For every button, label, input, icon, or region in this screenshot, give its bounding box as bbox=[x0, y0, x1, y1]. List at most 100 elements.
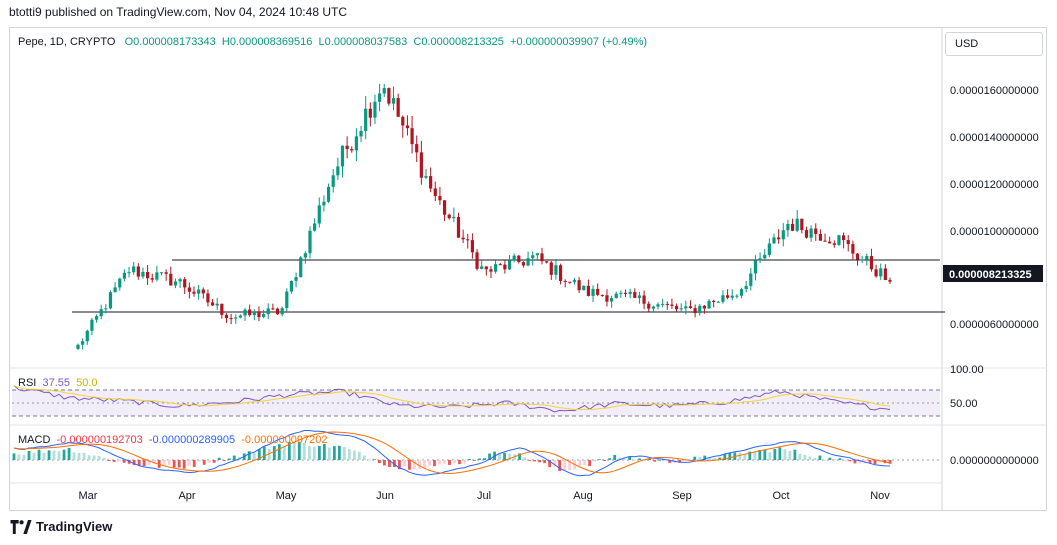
publisher-header: btotti9 published on TradingView.com, No… bbox=[9, 5, 347, 19]
macd-histogram-bar bbox=[418, 460, 421, 469]
macd-histogram-bar bbox=[633, 459, 637, 461]
macd-histogram-bar bbox=[763, 449, 767, 460]
macd-histogram-bar bbox=[102, 457, 106, 460]
candle-body bbox=[582, 285, 586, 291]
macd-histogram-bar bbox=[357, 451, 361, 460]
price-axis-label: 0.0000140000000 bbox=[950, 132, 1039, 144]
candle-body bbox=[888, 279, 892, 282]
macd-histogram-bar bbox=[197, 460, 201, 462]
candle-body bbox=[238, 315, 242, 318]
macd-histogram-bar bbox=[337, 445, 341, 460]
macd-histogram-bar bbox=[863, 460, 867, 464]
candle-body bbox=[512, 255, 516, 261]
macd-histogram-bar bbox=[227, 458, 231, 460]
macd-histogram-bar bbox=[808, 456, 812, 460]
candle-body bbox=[790, 223, 795, 231]
macd-histogram-bar bbox=[122, 460, 126, 463]
chart-frame bbox=[9, 27, 1047, 511]
candle-body bbox=[475, 252, 479, 269]
macd-axis-label: 0.0000000000000 bbox=[950, 455, 1039, 467]
candle-body bbox=[303, 253, 307, 258]
macd-legend: MACD -0.000000192703 -0.000000289905 -0.… bbox=[18, 434, 328, 446]
candle-body bbox=[99, 309, 103, 317]
candle-body bbox=[874, 269, 878, 277]
candle-body bbox=[373, 101, 377, 118]
candle-body bbox=[716, 301, 720, 303]
symbol-label[interactable]: Pepe, 1D, CRYPTO bbox=[18, 36, 116, 48]
macd-line-value: -0.000000289905 bbox=[148, 434, 236, 446]
macd-histogram-bar bbox=[167, 460, 171, 466]
macd-histogram-bar bbox=[853, 460, 857, 464]
candle-body bbox=[842, 235, 846, 241]
macd-histogram-bar bbox=[47, 450, 51, 460]
candle-body bbox=[665, 303, 669, 305]
macd-histogram-bar bbox=[743, 454, 747, 460]
candle-body bbox=[763, 254, 767, 259]
candle-body bbox=[410, 128, 414, 145]
macd-histogram-bar bbox=[413, 460, 416, 470]
candle-body bbox=[224, 314, 229, 319]
candle-body bbox=[317, 205, 321, 224]
candle-body bbox=[674, 305, 679, 310]
rsi-label[interactable]: RSI bbox=[18, 377, 37, 389]
time-axis-label: Nov bbox=[870, 490, 890, 502]
currency-selector[interactable]: USD bbox=[945, 32, 1043, 56]
macd-histogram-bar bbox=[473, 460, 476, 461]
macd-histogram-bar bbox=[843, 459, 847, 461]
candle-body bbox=[127, 272, 131, 274]
candle-body bbox=[340, 145, 345, 167]
candle-body bbox=[837, 235, 841, 245]
candle-body bbox=[438, 196, 442, 201]
macd-histogram-bar bbox=[267, 449, 271, 460]
macd-histogram-bar bbox=[828, 457, 832, 460]
candle-body bbox=[707, 300, 711, 309]
candle-body bbox=[387, 88, 391, 104]
candle-body bbox=[698, 305, 702, 314]
macd-histogram-bar bbox=[342, 447, 346, 460]
candle-body bbox=[772, 237, 776, 244]
price-axis-label: 0.0000120000000 bbox=[950, 179, 1039, 191]
macd-histogram-bar bbox=[443, 460, 446, 464]
candle-body bbox=[401, 116, 405, 126]
candle-body bbox=[521, 262, 526, 266]
time-axis-label: Aug bbox=[573, 490, 593, 502]
macd-histogram-bar bbox=[212, 460, 216, 463]
macd-histogram-bar bbox=[162, 460, 166, 467]
footer-brand[interactable]: TradingView bbox=[10, 519, 112, 534]
macd-histogram-bar bbox=[187, 460, 191, 466]
candle-body bbox=[108, 292, 113, 309]
macd-label[interactable]: MACD bbox=[18, 434, 51, 446]
macd-histogram-bar bbox=[868, 460, 872, 464]
candle-body bbox=[693, 308, 697, 314]
change-value: +0.000000039907 (+0.49%) bbox=[510, 36, 648, 48]
macd-histogram-bar bbox=[833, 459, 837, 460]
macd-histogram-bar bbox=[593, 460, 597, 462]
macd-histogram-bar bbox=[257, 448, 261, 460]
macd-histogram-bar bbox=[132, 460, 136, 466]
low-value: L0.000008037583 bbox=[318, 36, 408, 48]
macd-histogram-bar bbox=[17, 454, 21, 460]
candle-body bbox=[526, 258, 530, 266]
candle-body bbox=[271, 308, 275, 310]
candle-body bbox=[169, 273, 173, 286]
macd-histogram-bar bbox=[773, 449, 777, 460]
candle-body bbox=[178, 279, 182, 282]
candle-body bbox=[146, 271, 150, 279]
macd-histogram-bar bbox=[42, 452, 46, 460]
macd-histogram-bar bbox=[563, 460, 567, 471]
candle-body bbox=[197, 289, 201, 294]
candle-body bbox=[456, 216, 461, 238]
time-axis-label: Mar bbox=[79, 490, 98, 502]
candle-body bbox=[712, 300, 716, 303]
candle-body bbox=[155, 272, 159, 280]
time-axis-label: Jul bbox=[477, 490, 491, 502]
candle-body bbox=[507, 260, 512, 270]
rsi-series bbox=[13, 385, 891, 413]
candle-body bbox=[809, 228, 813, 238]
candle-body bbox=[90, 319, 94, 331]
macd-histogram-bar bbox=[693, 456, 697, 460]
candle-body bbox=[549, 262, 553, 275]
macd-histogram-bar bbox=[558, 460, 562, 471]
macd-histogram-bar bbox=[723, 453, 727, 460]
